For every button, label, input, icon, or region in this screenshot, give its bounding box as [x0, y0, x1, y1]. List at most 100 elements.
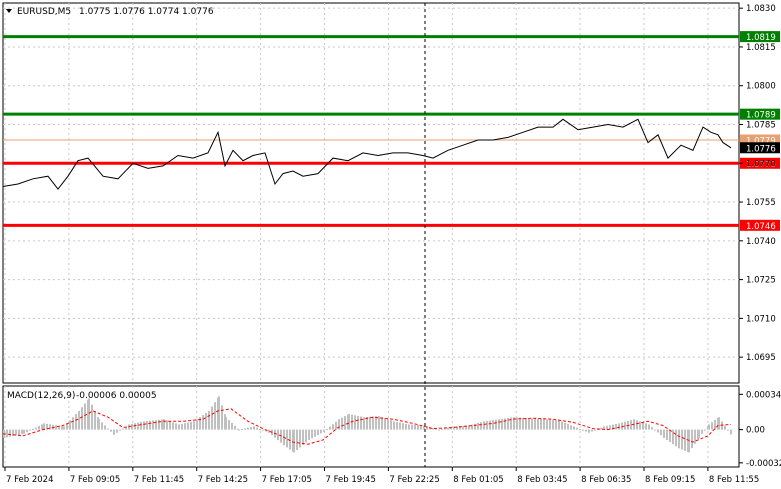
- macd-bar: [579, 428, 581, 430]
- macd-bar: [432, 427, 434, 430]
- macd-bar: [498, 419, 500, 430]
- y-tick-label: 1.0710: [746, 314, 776, 324]
- macd-bar: [88, 398, 90, 430]
- macd-bar: [32, 429, 34, 431]
- macd-bar: [393, 421, 395, 430]
- price-level-label: 1.0746: [746, 222, 776, 232]
- x-tick-label: 8 Feb 06:35: [581, 475, 631, 485]
- macd-bar: [58, 425, 60, 430]
- macd-bar: [338, 419, 340, 430]
- price-level-label: 1.0779: [746, 137, 776, 147]
- macd-bar: [387, 419, 389, 430]
- x-tick-label: 8 Feb 09:15: [645, 475, 695, 485]
- macd-bar: [238, 429, 240, 431]
- y-tick-label: 1.0755: [746, 198, 776, 208]
- macd-bar: [669, 429, 671, 443]
- macd-bar: [701, 429, 703, 434]
- macd-bar: [253, 426, 255, 430]
- macd-bar: [399, 422, 401, 430]
- price-level-tag: [740, 157, 780, 169]
- macd-bar: [49, 424, 51, 430]
- macd-bar: [489, 420, 491, 430]
- macd-bar: [84, 403, 86, 430]
- macd-bar: [576, 427, 578, 430]
- symbol-label: EURUSD,M5: [17, 7, 71, 17]
- macd-bar: [187, 422, 189, 430]
- y-tick-label: 1.0800: [746, 82, 776, 92]
- macd-bar: [429, 427, 431, 430]
- macd-bar: [158, 419, 160, 430]
- macd-bar: [567, 424, 569, 430]
- macd-bar: [15, 429, 17, 436]
- macd-bar: [119, 429, 121, 431]
- macd-bar: [621, 422, 623, 430]
- macd-bar: [104, 425, 106, 430]
- macd-bar: [384, 418, 386, 430]
- macd-bar: [163, 419, 165, 430]
- macd-bar: [181, 423, 183, 430]
- macd-bar: [642, 422, 644, 430]
- macd-bar: [23, 429, 25, 434]
- macd-bar: [98, 419, 100, 430]
- macd-bar: [477, 422, 479, 430]
- macd-bar: [286, 429, 288, 448]
- macd-bar: [329, 426, 331, 430]
- macd-bar: [29, 429, 31, 431]
- macd-bar: [234, 425, 236, 430]
- x-tick-label: 8 Feb 01:05: [453, 475, 503, 485]
- price-panel-frame: [2, 2, 740, 384]
- macd-bar: [651, 427, 653, 430]
- macd-bar: [122, 428, 124, 430]
- macd-bar: [570, 425, 572, 430]
- macd-bar: [265, 429, 267, 432]
- macd-bar: [657, 429, 659, 433]
- menu-triangle-icon[interactable]: [6, 9, 12, 13]
- macd-bar: [311, 429, 313, 439]
- macd-bar: [237, 428, 239, 430]
- macd-bar: [414, 424, 416, 430]
- macd-bar: [573, 426, 575, 430]
- macd-bar: [396, 421, 398, 430]
- x-tick-label: 7 Feb 14:25: [198, 475, 248, 485]
- macd-bar: [375, 416, 377, 430]
- macd-bar: [678, 429, 680, 449]
- macd-bar: [146, 420, 148, 430]
- macd-bar: [405, 423, 407, 430]
- macd-bar: [648, 424, 650, 430]
- macd-bar: [426, 426, 428, 430]
- macd-bar: [549, 419, 551, 430]
- macd-bar: [81, 407, 83, 430]
- macd-bar: [268, 429, 270, 433]
- macd-bar: [525, 417, 527, 430]
- macd-bar: [305, 429, 307, 443]
- x-tick-label: 7 Feb 11:45: [134, 475, 184, 485]
- macd-bar: [61, 426, 63, 430]
- macd-bar: [612, 424, 614, 430]
- macd-bar: [125, 426, 127, 430]
- y-tick-label: 1.0785: [746, 120, 776, 130]
- macd-bar: [208, 410, 210, 430]
- price-level-label: 1.0776: [746, 144, 776, 154]
- macd-bar: [317, 429, 319, 436]
- macd-bar: [155, 420, 157, 430]
- macd-bar: [381, 417, 383, 430]
- macd-bar: [495, 419, 497, 430]
- macd-bar: [178, 424, 180, 430]
- macd-bar: [18, 429, 20, 435]
- macd-bar: [465, 425, 467, 430]
- macd-bar: [585, 429, 587, 432]
- macd-bar: [513, 417, 515, 430]
- macd-bar: [326, 429, 328, 431]
- macd-bar: [531, 418, 533, 430]
- macd-bar: [411, 424, 413, 430]
- macd-bar: [46, 423, 48, 430]
- macd-bar: [711, 422, 713, 430]
- macd-bar: [378, 416, 380, 430]
- macd-bar: [231, 422, 233, 430]
- macd-bar: [369, 416, 371, 430]
- macd-bar: [501, 418, 503, 430]
- macd-bar: [335, 421, 337, 430]
- price-level-label: 1.0819: [746, 33, 776, 43]
- macd-bar: [116, 429, 118, 433]
